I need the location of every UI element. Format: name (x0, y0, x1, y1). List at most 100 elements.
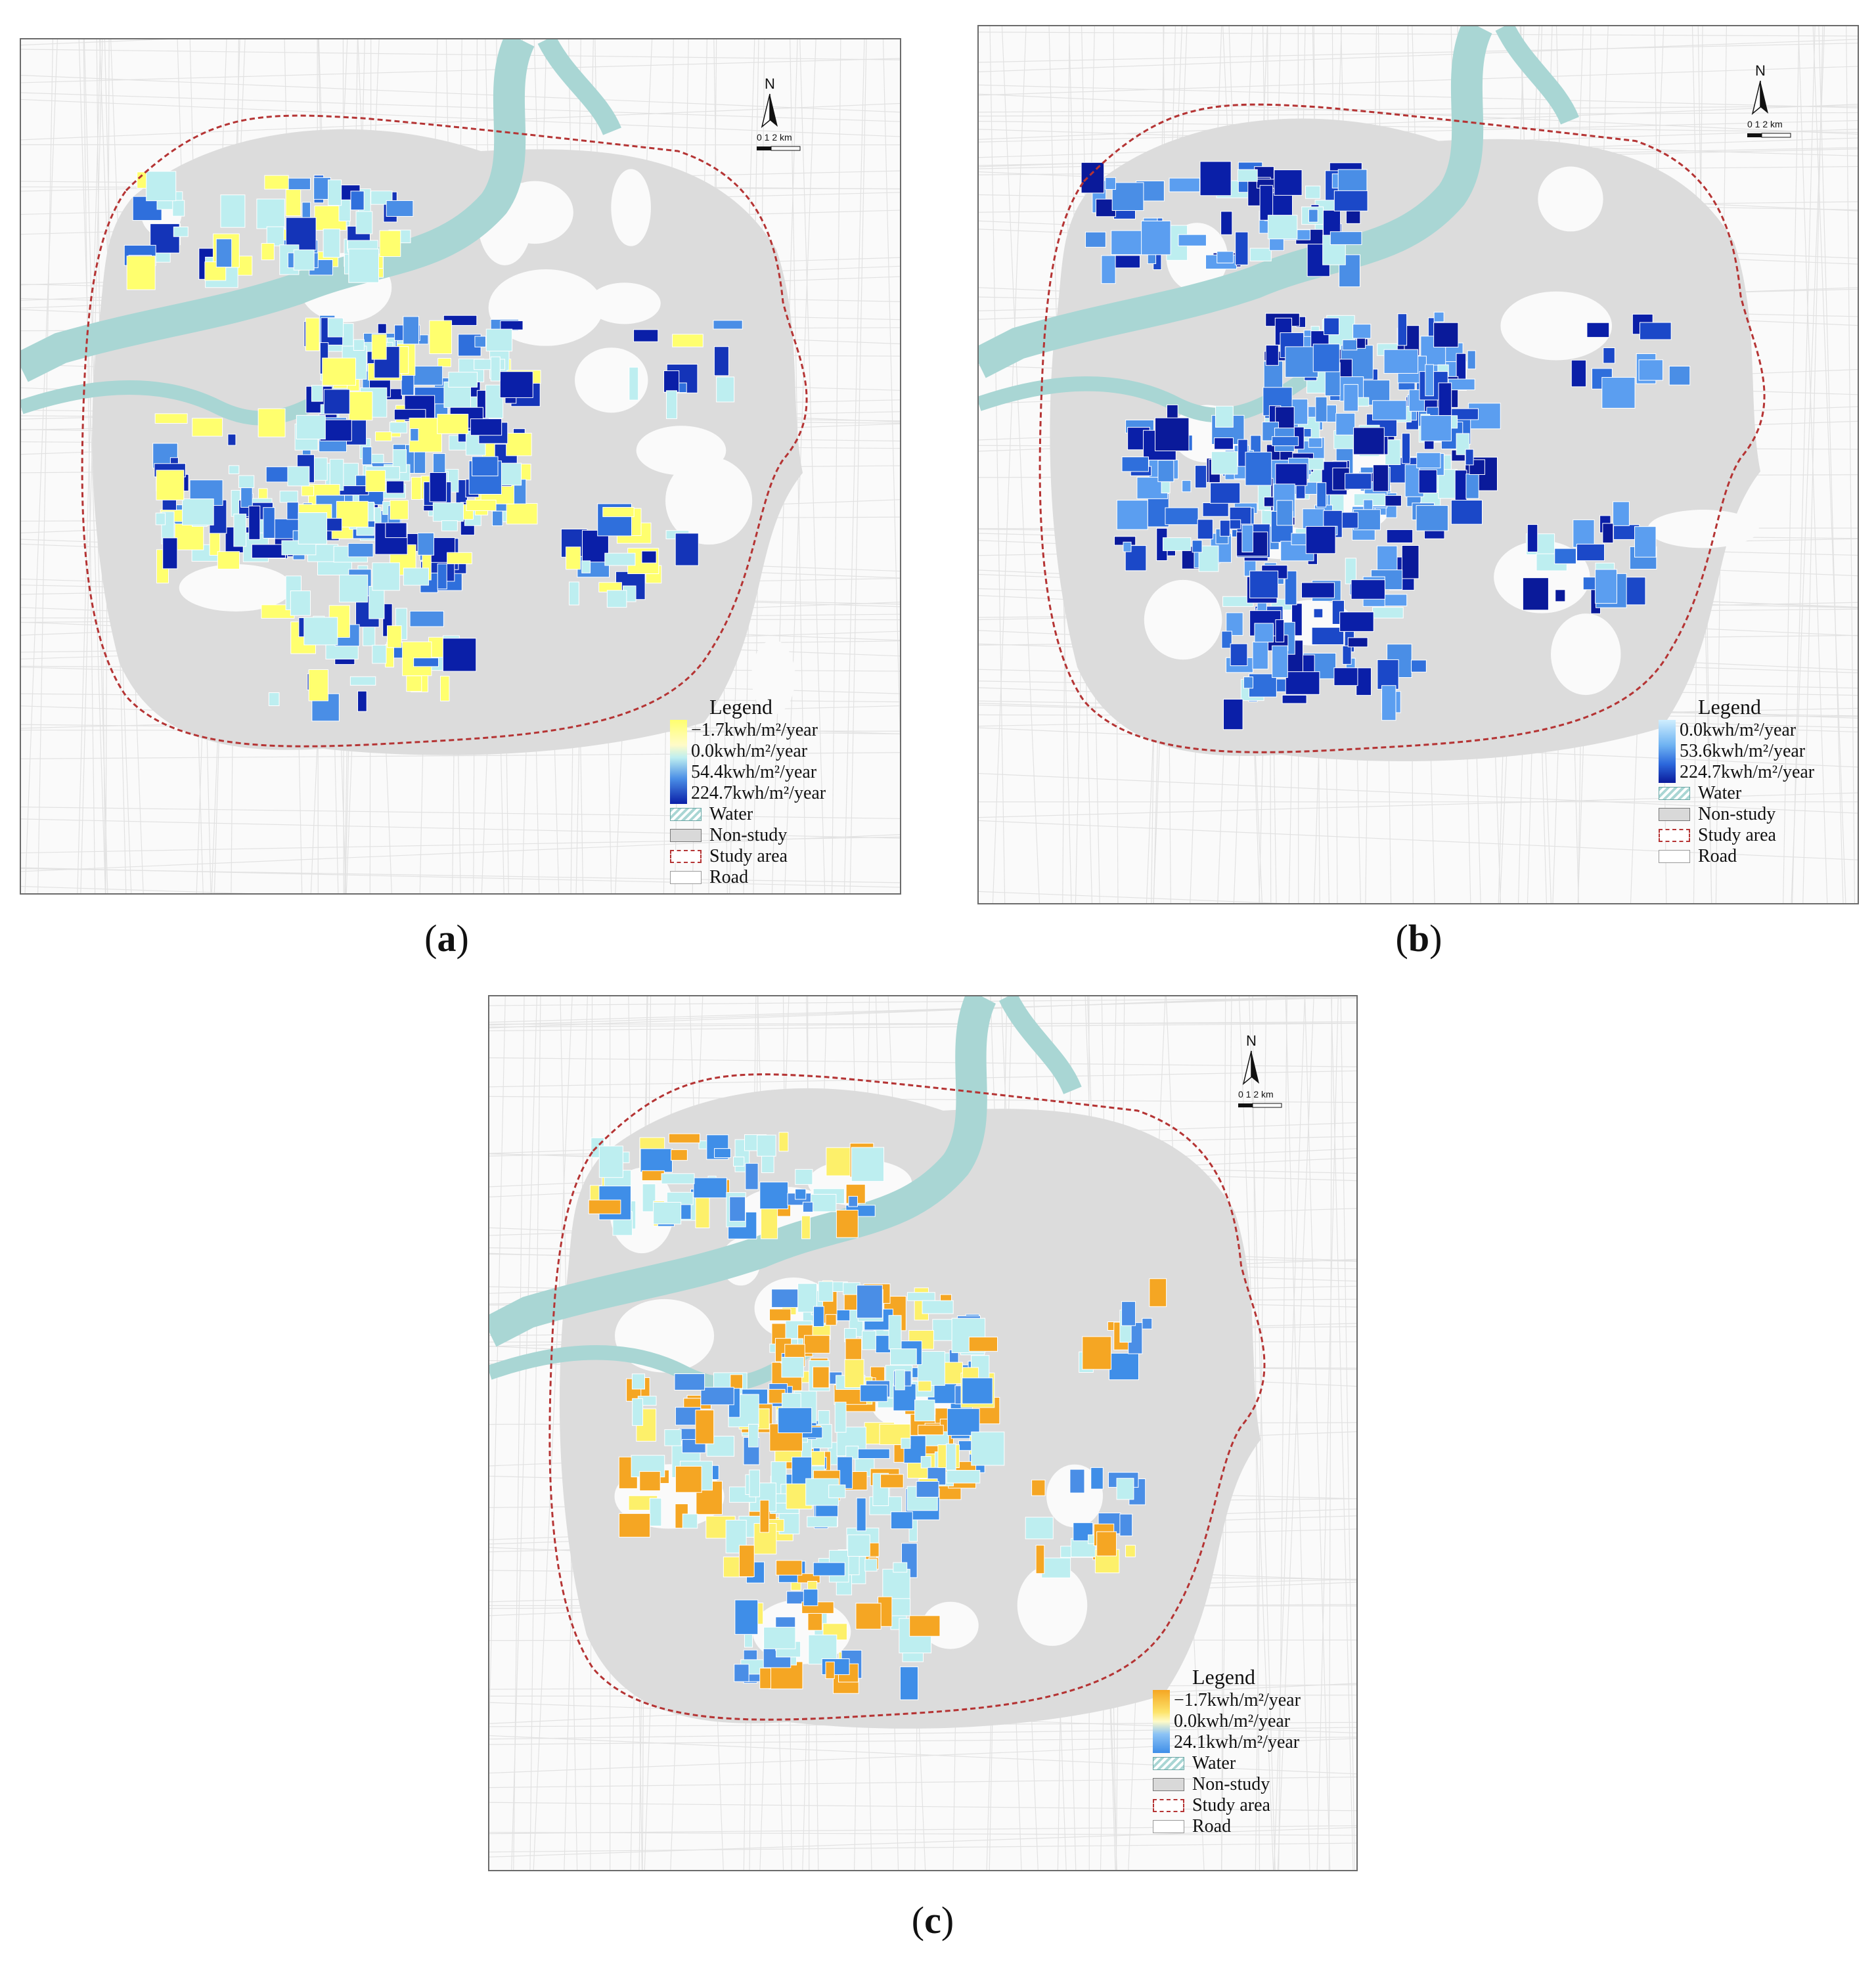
road (979, 43, 1858, 63)
land-parcel (327, 318, 344, 338)
land-parcel (1356, 397, 1370, 407)
road (992, 26, 1027, 903)
land-parcel (261, 243, 275, 261)
land-parcel (664, 1429, 682, 1446)
land-parcel (700, 1387, 734, 1406)
land-parcel (825, 1661, 835, 1679)
land-parcel (441, 520, 458, 531)
land-parcel (1639, 322, 1672, 340)
land-parcel (1353, 427, 1385, 455)
legend-c: Legend −1.7kwh/m²/year 0.0kwh/m²/year 24… (1153, 1666, 1301, 1837)
land-parcel (1125, 545, 1147, 571)
land-parcel (1220, 211, 1233, 235)
land-parcel (1416, 505, 1448, 531)
land-parcel (1576, 543, 1605, 562)
land-parcel (1573, 519, 1595, 548)
land-parcel (372, 644, 387, 664)
land-parcel (348, 248, 379, 283)
land-parcel (227, 433, 236, 446)
land-parcel (499, 371, 533, 398)
road (489, 996, 1356, 1023)
land-parcel (251, 544, 286, 559)
legend-stop: −1.7kwh/m²/year (1174, 1690, 1301, 1710)
road (24, 39, 58, 893)
land-parcel (730, 1374, 743, 1389)
land-parcel (368, 586, 385, 619)
land-parcel (618, 1513, 651, 1538)
land-parcel (347, 543, 374, 558)
road (979, 120, 1858, 143)
scale-bar-icon (757, 146, 801, 151)
land-parcel (264, 175, 289, 190)
land-parcel (1282, 694, 1307, 704)
study-area-boundary (81, 114, 808, 747)
legend-stop: −1.7kwh/m²/year (691, 720, 818, 740)
land-parcel (1305, 525, 1336, 554)
land-parcel (653, 1201, 682, 1225)
land-parcel (263, 507, 275, 539)
land-parcel (1090, 1467, 1104, 1490)
land-parcel (1312, 344, 1340, 372)
road (21, 836, 900, 854)
land-parcel (409, 610, 444, 627)
land-parcel (437, 414, 469, 434)
land-parcel (1082, 1336, 1112, 1370)
land-parcel (1586, 322, 1610, 338)
land-parcel (639, 1471, 661, 1492)
road (1277, 996, 1314, 1870)
road (513, 996, 525, 1870)
land-parcel (1468, 403, 1501, 430)
land-parcel (807, 1516, 838, 1528)
road (1846, 26, 1856, 903)
land-parcel (729, 1196, 746, 1222)
legend-stop: 0.0kwh/m²/year (691, 741, 808, 761)
land-parcel (1337, 169, 1368, 193)
land-parcel (506, 502, 538, 525)
north-letter: N (1246, 1033, 1257, 1049)
scale-labels: 0 1 2 (1747, 119, 1768, 129)
non-study-icon (1659, 808, 1690, 821)
road (489, 997, 1356, 1006)
land-parcel (804, 1335, 830, 1354)
scale-unit: km (1770, 119, 1783, 129)
land-parcel (1182, 480, 1192, 493)
road (21, 834, 900, 872)
land-parcel (1356, 667, 1372, 696)
land-parcel (862, 1330, 876, 1350)
road (489, 1735, 1356, 1775)
land-parcel (1301, 582, 1335, 598)
land-parcel (293, 249, 315, 271)
north-arrow-icon (761, 93, 778, 129)
land-parcel (1381, 685, 1396, 721)
road (21, 39, 169, 46)
legend-stop: 0.0kwh/m²/year (1680, 720, 1797, 740)
road (80, 39, 103, 893)
land-parcel (914, 1399, 935, 1421)
legend-water: Water (1192, 1753, 1236, 1773)
land-parcel (1401, 544, 1419, 579)
land-parcel (485, 328, 513, 352)
land-parcel (350, 190, 365, 211)
land-parcel (962, 1367, 979, 1379)
land-parcel (641, 1170, 665, 1181)
land-parcel (472, 456, 499, 477)
land-parcel (1223, 699, 1243, 730)
land-parcel (968, 1337, 998, 1352)
land-parcel (909, 1615, 941, 1637)
land-parcel (311, 385, 323, 402)
land-parcel (1333, 667, 1358, 686)
non-study-gap (1017, 1564, 1088, 1646)
scale-labels: 0 1 2 (757, 132, 778, 143)
land-parcel (763, 1626, 796, 1649)
land-parcel (759, 1668, 771, 1689)
land-parcel (410, 428, 419, 441)
land-parcel (1214, 437, 1234, 450)
land-parcel (353, 339, 365, 351)
land-parcel (895, 1369, 905, 1390)
road (489, 1842, 1356, 1853)
road (979, 104, 1858, 140)
land-parcel (813, 1562, 845, 1576)
study-blocks (123, 171, 743, 722)
land-parcel (906, 1292, 935, 1301)
legend-stop: 54.4kwh/m²/year (691, 762, 817, 782)
